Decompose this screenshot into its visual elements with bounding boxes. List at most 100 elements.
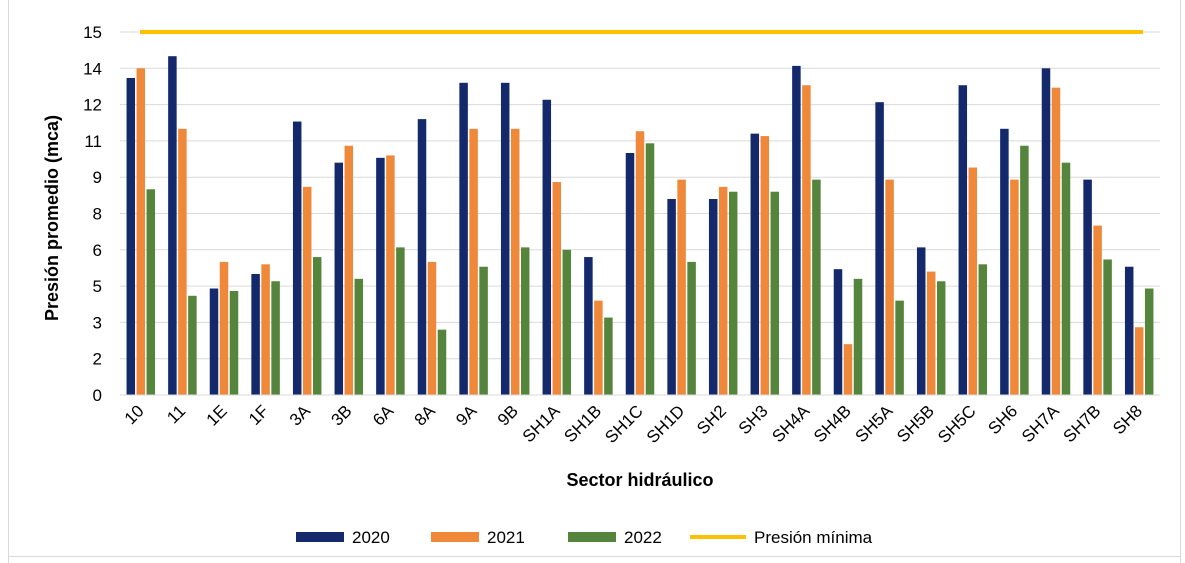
y-tick-label: 11 — [84, 132, 102, 151]
legend: 2020 2021 2022 Presión mínima — [296, 528, 873, 547]
legend-label: Presión mínima — [754, 528, 873, 547]
y-axis-ticks: 0 2 3 5 6 8 9 11 12 14 15 — [83, 23, 102, 405]
x-tick-label: 6A — [369, 401, 398, 430]
x-tick-label: 3B — [327, 401, 355, 429]
bar-2022-11 — [188, 295, 197, 395]
bar-2021-10 — [136, 68, 146, 396]
x-tick-label: SH8 — [1109, 401, 1146, 438]
legend-swatch-2020 — [296, 532, 344, 542]
bar-2022-SH1B — [604, 317, 613, 395]
frame-left-border — [8, 0, 9, 563]
x-tick-label: SH1B — [560, 401, 605, 446]
y-tick-label: 15 — [83, 23, 102, 42]
legend-label: 2020 — [352, 528, 390, 547]
bar-2020-9B — [500, 82, 510, 395]
bar-2021-SH6 — [1010, 179, 1019, 395]
bar-2020-1E — [209, 288, 219, 395]
bar-2021-11 — [178, 128, 187, 396]
bar-2022-SH2 — [728, 191, 738, 395]
y-tick-label: 3 — [93, 313, 102, 332]
bar-2021-1F — [261, 264, 270, 395]
bar-2021-SH4A — [802, 85, 811, 396]
bar-2022-9B — [520, 247, 530, 395]
x-tick-label: 8A — [411, 401, 440, 430]
y-tick-label: 0 — [93, 386, 102, 405]
x-tick-label: 9A — [452, 401, 481, 430]
bar-2022-SH1D — [687, 261, 696, 395]
bar-2020-11 — [168, 56, 177, 395]
bar-2020-3A — [292, 121, 302, 395]
bar-2022-3B — [354, 278, 364, 395]
bar-2022-SH8 — [1144, 288, 1154, 395]
bar-2021-1E — [219, 261, 229, 395]
x-tick-label: SH1A — [519, 401, 564, 446]
legend-label: 2021 — [487, 528, 525, 547]
x-tick-label: SH6 — [984, 401, 1021, 438]
legend-swatch-2021 — [431, 532, 479, 542]
bar-2020-8A — [417, 119, 427, 396]
x-tick-label: 10 — [121, 401, 148, 428]
y-tick-label: 2 — [93, 350, 102, 369]
bar-2020-9A — [459, 82, 468, 395]
bar-2021-SH3 — [760, 136, 770, 395]
bar-2020-10 — [126, 77, 136, 395]
bar-2020-SH2 — [708, 198, 718, 395]
bar-2020-1F — [251, 274, 260, 395]
bar-2022-SH3 — [770, 191, 780, 395]
bar-2021-9B — [510, 128, 520, 396]
bar-2020-SH6 — [1000, 128, 1009, 396]
bar-2021-SH7B — [1093, 225, 1102, 395]
x-tick-label: SH7A — [1018, 401, 1063, 446]
bar-2021-SH5A — [885, 179, 894, 395]
bar-2020-SH1C — [625, 153, 635, 395]
frame-bottom-border — [8, 556, 1181, 557]
bar-2022-SH4B — [853, 278, 863, 395]
legend-label: 2022 — [624, 528, 662, 547]
bar-2022-1E — [229, 290, 239, 395]
bar-2022-3A — [312, 257, 322, 395]
x-tick-label: 9B — [494, 401, 522, 429]
bar-2020-SH1B — [584, 257, 593, 395]
x-tick-label: SH3 — [735, 401, 772, 438]
x-tick-label: SH2 — [693, 401, 730, 438]
bar-2020-SH1D — [667, 198, 676, 395]
x-tick-label: 3A — [286, 401, 315, 430]
bar-2020-6A — [376, 157, 385, 395]
bar-2022-SH5A — [895, 300, 904, 395]
x-tick-label: SH5B — [893, 401, 938, 446]
x-tick-label: 1F — [245, 401, 272, 428]
bar-2021-SH1B — [594, 300, 603, 395]
x-tick-label: 1E — [203, 401, 231, 429]
bar-2021-9A — [469, 128, 478, 396]
bar-2022-9A — [479, 266, 488, 395]
y-tick-label: 14 — [83, 59, 102, 78]
bar-2020-SH8 — [1124, 266, 1134, 395]
bar-2022-SH7B — [1103, 259, 1112, 395]
bar-2022-SH5B — [936, 281, 946, 395]
bar-2020-SH5A — [875, 102, 884, 396]
x-tick-label: SH5A — [852, 401, 897, 446]
bar-2021-SH2 — [718, 186, 728, 395]
y-tick-label: 6 — [93, 241, 102, 260]
bar-2022-SH6 — [1020, 145, 1029, 395]
bar-2022-SH1A — [562, 249, 572, 395]
bar-series — [126, 56, 1154, 396]
bar-2022-1F — [271, 281, 280, 395]
x-tick-label: 11 — [163, 401, 189, 427]
bar-2020-SH3 — [750, 133, 760, 395]
bar-2020-SH4A — [792, 65, 801, 395]
x-tick-label: SH4B — [810, 401, 855, 446]
frame-right-border — [1180, 0, 1181, 563]
bar-2022-10 — [146, 189, 156, 395]
bar-2022-SH1C — [645, 143, 655, 395]
y-axis-label: Presión promedio (mca) — [42, 115, 62, 321]
bar-2020-SH5C — [958, 85, 968, 396]
bar-2021-SH1A — [552, 182, 562, 395]
x-tick-label: SH5C — [934, 401, 980, 447]
bar-2021-SH8 — [1134, 327, 1144, 395]
x-tick-label: SH1D — [643, 401, 689, 447]
bar-2020-SH1A — [542, 99, 552, 395]
bar-2020-SH7B — [1083, 179, 1092, 395]
